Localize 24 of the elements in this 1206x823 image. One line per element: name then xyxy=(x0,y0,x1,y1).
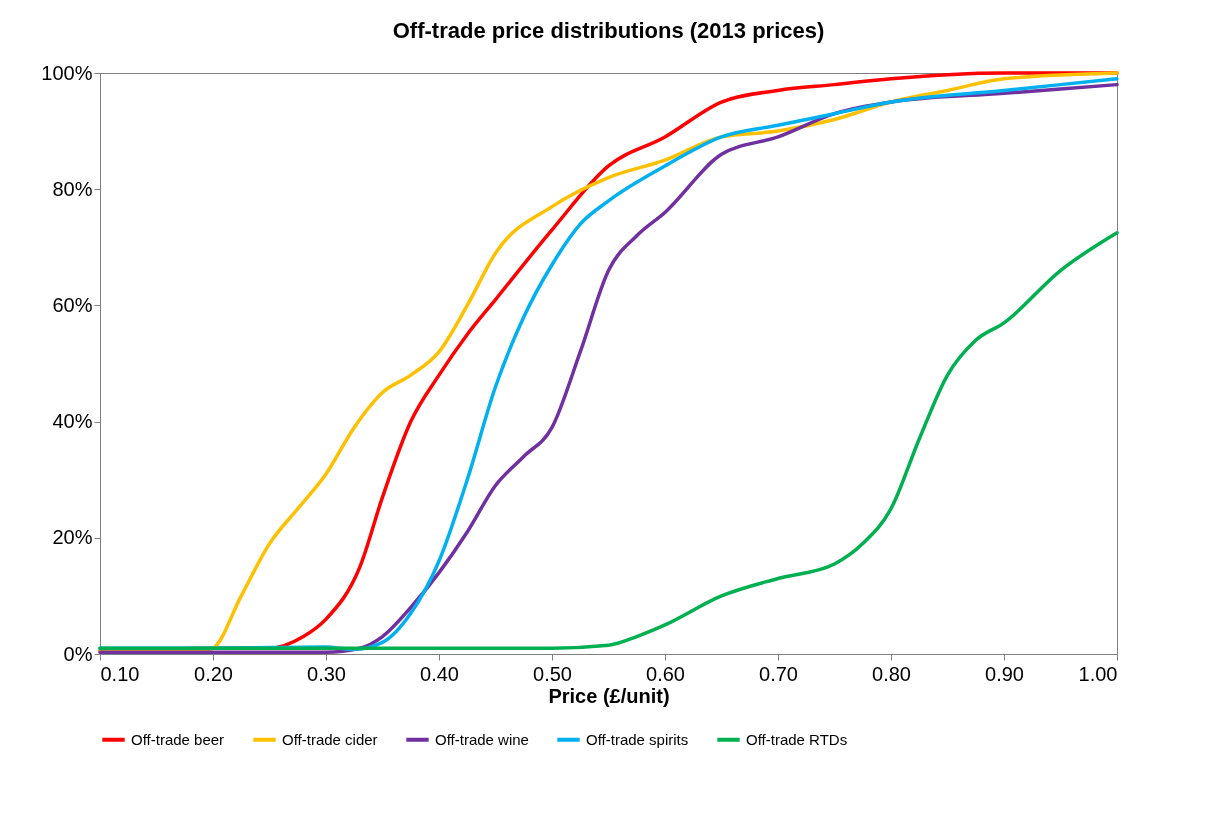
x-tick-label: 0.20 xyxy=(194,662,233,685)
x-axis-title: Price (£/unit) xyxy=(548,684,670,707)
x-tick-label: 0.10 xyxy=(100,662,140,685)
x-tick-label: 1.00 xyxy=(1078,662,1118,685)
legend-label: Off-trade cider xyxy=(282,730,378,748)
x-tick-label: 0.50 xyxy=(533,662,572,685)
legend-label: Off-trade beer xyxy=(131,730,225,748)
y-tick-label: 80% xyxy=(52,177,93,200)
y-tick-label: 100% xyxy=(41,61,93,84)
x-tick-label: 0.40 xyxy=(420,662,459,685)
x-tick-label: 0.30 xyxy=(307,662,346,685)
x-tick-label: 0.80 xyxy=(872,662,911,685)
x-tick-label: 0.60 xyxy=(646,662,685,685)
line-series xyxy=(98,231,1119,650)
chart-title: Off-trade price distributions (2013 prices) xyxy=(392,18,825,43)
legend-label: Off-trade spirits xyxy=(586,730,689,748)
y-tick-label: 0% xyxy=(63,642,93,665)
x-tick-label: 0.90 xyxy=(985,662,1024,685)
x-tick-label: 0.70 xyxy=(759,662,798,685)
y-tick-label: 40% xyxy=(52,410,93,433)
legend-label: Off-trade wine xyxy=(435,730,529,748)
legend-label: Off-trade RTDs xyxy=(746,730,848,748)
y-tick-label: 60% xyxy=(52,293,93,316)
y-tick-label: 20% xyxy=(52,526,93,549)
